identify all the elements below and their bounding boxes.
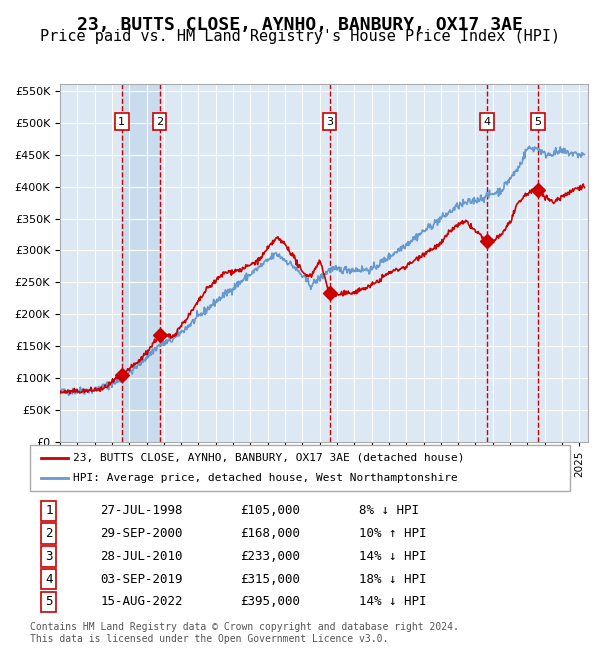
- Text: 03-SEP-2019: 03-SEP-2019: [100, 573, 182, 586]
- Text: HPI: Average price, detached house, West Northamptonshire: HPI: Average price, detached house, West…: [73, 473, 458, 483]
- Text: 15-AUG-2022: 15-AUG-2022: [100, 595, 182, 608]
- Text: 14% ↓ HPI: 14% ↓ HPI: [359, 595, 427, 608]
- Text: 5: 5: [45, 595, 53, 608]
- Text: 28-JUL-2010: 28-JUL-2010: [100, 550, 182, 563]
- Text: 10% ↑ HPI: 10% ↑ HPI: [359, 527, 427, 540]
- Text: 29-SEP-2000: 29-SEP-2000: [100, 527, 182, 540]
- Text: Price paid vs. HM Land Registry's House Price Index (HPI): Price paid vs. HM Land Registry's House …: [40, 29, 560, 44]
- Text: 1: 1: [45, 504, 53, 517]
- Text: Contains HM Land Registry data © Crown copyright and database right 2024.
This d: Contains HM Land Registry data © Crown c…: [30, 622, 459, 644]
- Text: 4: 4: [45, 573, 53, 586]
- Text: 27-JUL-1998: 27-JUL-1998: [100, 504, 182, 517]
- FancyBboxPatch shape: [30, 445, 570, 491]
- Text: £105,000: £105,000: [241, 504, 301, 517]
- Text: 4: 4: [484, 116, 491, 127]
- Bar: [122, 84, 160, 442]
- Text: 8% ↓ HPI: 8% ↓ HPI: [359, 504, 419, 517]
- Text: 2: 2: [45, 527, 53, 540]
- Text: 23, BUTTS CLOSE, AYNHO, BANBURY, OX17 3AE (detached house): 23, BUTTS CLOSE, AYNHO, BANBURY, OX17 3A…: [73, 453, 465, 463]
- Text: 1: 1: [118, 116, 125, 127]
- Text: 5: 5: [535, 116, 542, 127]
- Text: £395,000: £395,000: [241, 595, 301, 608]
- Text: £233,000: £233,000: [241, 550, 301, 563]
- Text: £315,000: £315,000: [241, 573, 301, 586]
- Text: 2: 2: [156, 116, 163, 127]
- Text: 3: 3: [326, 116, 333, 127]
- Text: 23, BUTTS CLOSE, AYNHO, BANBURY, OX17 3AE: 23, BUTTS CLOSE, AYNHO, BANBURY, OX17 3A…: [77, 16, 523, 34]
- Text: 18% ↓ HPI: 18% ↓ HPI: [359, 573, 427, 586]
- Text: 14% ↓ HPI: 14% ↓ HPI: [359, 550, 427, 563]
- Text: 3: 3: [45, 550, 53, 563]
- Text: £168,000: £168,000: [241, 527, 301, 540]
